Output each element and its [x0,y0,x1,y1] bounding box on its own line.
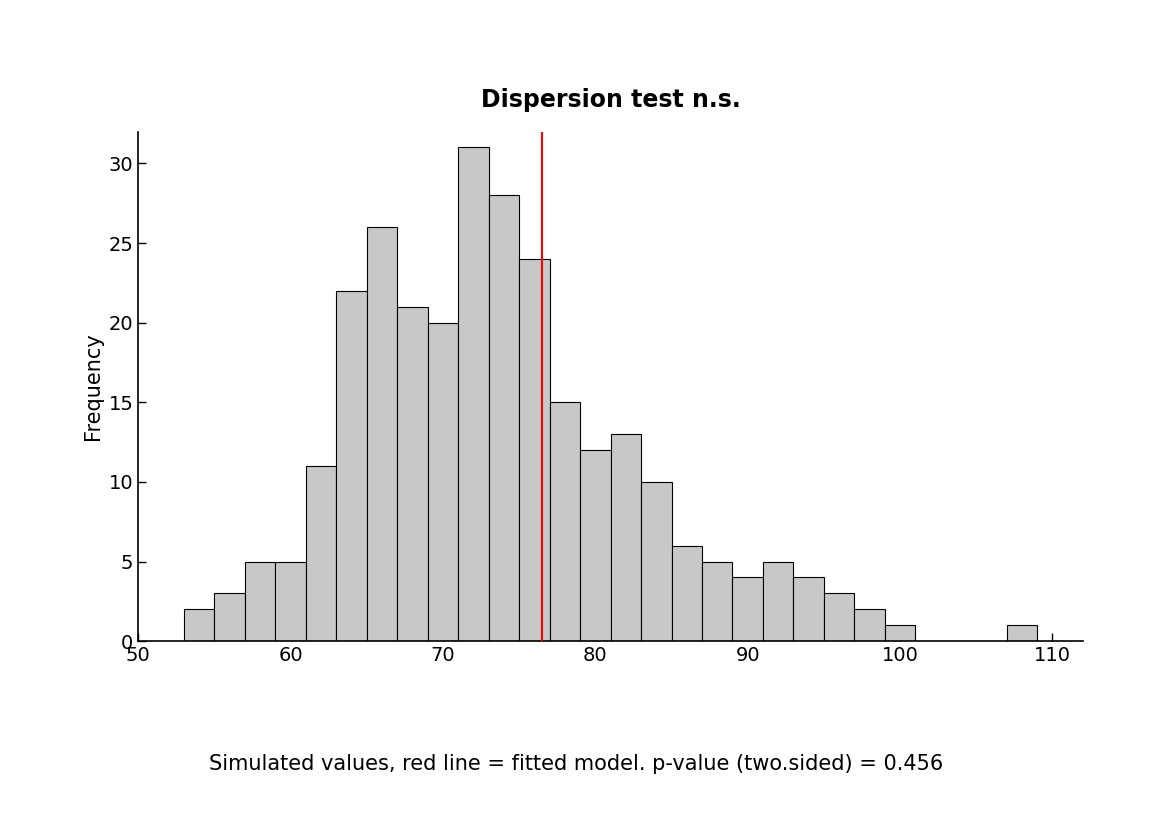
Text: Simulated values, red line = fitted model. p-value (two.sided) = 0.456: Simulated values, red line = fitted mode… [209,755,943,774]
Bar [214,593,245,641]
Y-axis label: Frequency: Frequency [83,332,103,441]
Bar [763,561,794,641]
Bar [855,609,885,641]
Bar [581,450,611,641]
Bar [397,307,427,641]
Bar [733,577,763,641]
Bar [885,626,916,641]
Bar [641,482,672,641]
Bar [458,147,488,641]
Bar [184,609,214,641]
Bar [794,577,824,641]
Bar [305,466,336,641]
Bar [245,561,275,641]
Bar [824,593,855,641]
Bar [702,561,733,641]
Bar [366,227,397,641]
Title: Dispersion test n.s.: Dispersion test n.s. [480,87,741,112]
Bar [611,434,641,641]
Bar [550,402,581,641]
Bar [520,259,550,641]
Bar [275,561,305,641]
Bar [336,291,366,641]
Bar [1007,626,1037,641]
Bar [427,323,458,641]
Bar [488,196,520,641]
Bar [672,546,702,641]
